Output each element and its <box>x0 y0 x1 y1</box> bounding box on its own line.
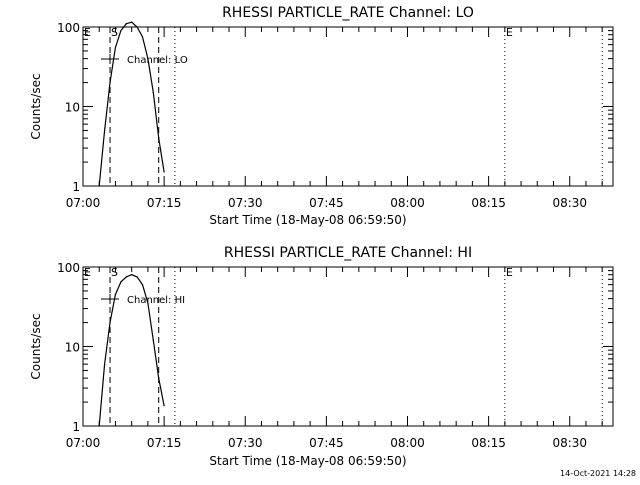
data-point <box>125 276 127 278</box>
y-axis-label: Counts/sec <box>29 73 43 139</box>
x-tick-label: 08:15 <box>471 436 506 450</box>
data-point <box>109 81 111 84</box>
x-tick-label: 08:00 <box>390 196 425 210</box>
footer-timestamp: 14-Oct-2021 14:28 <box>560 469 636 478</box>
x-tick-label: 07:45 <box>309 436 344 450</box>
data-point <box>163 405 165 407</box>
data-point <box>136 26 138 28</box>
x-tick-label: 07:45 <box>309 196 344 210</box>
data-point <box>163 171 165 173</box>
data-point <box>141 36 144 38</box>
x-tick-label: 07:30 <box>228 436 263 450</box>
chart-title: RHESSI PARTICLE_RATE Channel: HI <box>224 245 472 261</box>
plot-frame <box>82 266 614 427</box>
event-marker-label: E <box>506 266 513 279</box>
data-point <box>152 339 154 341</box>
x-tick-label: 08:00 <box>390 436 425 450</box>
y-tick-label: 10 <box>65 101 80 115</box>
data-point <box>120 30 122 32</box>
data-point <box>158 137 160 139</box>
chart-title: RHESSI PARTICLE_RATE Channel: LO <box>222 5 474 21</box>
x-tick-label: 08:30 <box>552 436 587 450</box>
edge-marker-label: E <box>84 26 91 39</box>
edge-marker-label: E <box>84 266 91 279</box>
data-point <box>114 293 117 296</box>
x-tick-label: 07:15 <box>147 196 182 210</box>
event-marker-label: S <box>111 266 118 279</box>
data-point <box>120 281 122 283</box>
x-tick-label: 07:00 <box>66 436 101 450</box>
data-point <box>109 321 111 324</box>
y-tick-label: 1 <box>72 420 80 434</box>
x-tick-label: 08:15 <box>471 196 506 210</box>
legend-label: Channel: HI <box>127 295 185 306</box>
x-tick-label: 08:30 <box>552 196 587 210</box>
x-tick-label: 07:00 <box>66 196 101 210</box>
data-point <box>152 91 154 94</box>
data-point <box>98 425 100 427</box>
legend-label: Channel: LO <box>127 55 188 66</box>
x-tick-label: 07:30 <box>228 196 263 210</box>
data-point <box>131 21 133 23</box>
data-point <box>104 363 106 365</box>
y-tick-label: 100 <box>57 261 80 275</box>
y-tick-label: 10 <box>65 341 80 355</box>
data-point <box>131 274 133 276</box>
event-marker-label: S <box>111 26 118 39</box>
data-point <box>125 23 127 25</box>
data-point <box>98 185 100 187</box>
data-point <box>158 377 160 379</box>
data-point <box>147 58 149 60</box>
x-axis-label: Start Time (18-May-08 06:59:50) <box>209 213 406 227</box>
data-point <box>114 47 117 49</box>
y-tick-label: 1 <box>72 180 80 194</box>
y-axis-label: Counts/sec <box>29 313 43 379</box>
x-axis-label: Start Time (18-May-08 06:59:50) <box>209 454 406 468</box>
data-point <box>147 302 149 304</box>
data-point <box>141 284 144 286</box>
y-tick-label: 100 <box>57 21 80 35</box>
data-point <box>104 129 106 132</box>
data-point <box>136 276 138 278</box>
x-tick-label: 07:15 <box>147 436 182 450</box>
event-marker-label: E <box>506 26 513 39</box>
series-line <box>98 21 165 187</box>
